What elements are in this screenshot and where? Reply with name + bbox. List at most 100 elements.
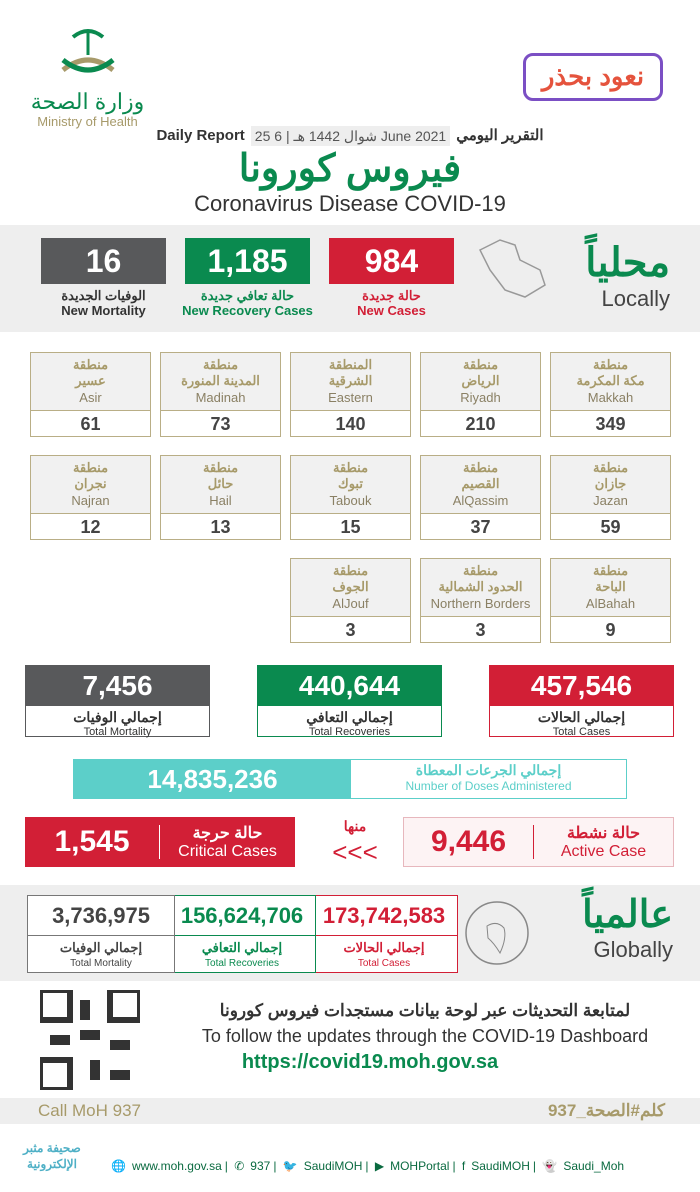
region-card: منطقة الحدود الشمالية Northern Borders 3 bbox=[420, 558, 541, 643]
critical-case-panel: 1,545 حالة حرجة Critical Cases bbox=[25, 817, 295, 867]
region-cases-value: 37 bbox=[470, 517, 491, 537]
region-name-en: AlQassim bbox=[452, 493, 509, 508]
total-cases-value: 457,546 bbox=[490, 666, 673, 706]
region-name-en: Madinah bbox=[195, 390, 246, 405]
footer-phone[interactable]: 937 bbox=[250, 1159, 271, 1173]
total-cases: 457,546 إجمالي الحالات Total Cases bbox=[489, 665, 674, 738]
total-recoveries: 440,644 إجمالي التعافي Total Recoveries bbox=[257, 665, 442, 738]
critical-case-en: Critical Cases bbox=[178, 843, 277, 860]
region-prefix: منطقة bbox=[462, 357, 499, 372]
region-header: منطقة مكة المكرمة Makkah bbox=[551, 353, 670, 411]
region-prefix: منطقة bbox=[202, 460, 239, 475]
total-mortality: 7,456 إجمالي الوفيات Total Mortality bbox=[25, 665, 210, 738]
region-card: منطقة الجوف AlJouf 3 bbox=[290, 558, 411, 643]
twitter-icon: 🐦 bbox=[282, 1159, 298, 1173]
globe-small-icon: 🌐 bbox=[111, 1159, 126, 1173]
region-card: منطقة الرياض Riyadh 210 bbox=[420, 352, 541, 437]
active-case-label: حالة نشطة Active Case bbox=[534, 823, 673, 861]
footer-facebook[interactable]: SaudiMOH bbox=[471, 1159, 530, 1173]
facebook-icon: f bbox=[461, 1159, 466, 1173]
critical-case-value: 1,545 bbox=[25, 825, 160, 859]
phone-icon: ✆ bbox=[234, 1159, 245, 1173]
footer-twitter[interactable]: SaudiMOH bbox=[303, 1159, 363, 1173]
moh-logo: وزارة الصحة Ministry of Health bbox=[30, 25, 145, 129]
new-mortality-ar: الوفيات الجديدة bbox=[61, 288, 146, 303]
total-recoveries-ar: إجمالي التعافي bbox=[306, 709, 393, 725]
globally-label: عالمياً Globally bbox=[545, 893, 673, 963]
region-name-ar: تبوك bbox=[338, 476, 363, 491]
total-mortality-value: 7,456 bbox=[26, 666, 209, 706]
region-header: منطقة الجوف AlJouf bbox=[291, 559, 410, 617]
report-label-ar: التقرير اليومي bbox=[456, 127, 544, 144]
global-mortality-value: 3,736,975 bbox=[28, 896, 174, 936]
region-name-ar: الحدود الشمالية bbox=[438, 579, 523, 594]
qr-code-icon[interactable] bbox=[40, 990, 140, 1090]
region-name-en: Najran bbox=[71, 493, 110, 508]
region-prefix: منطقة bbox=[72, 460, 109, 475]
dashboard-link[interactable]: https://covid19.moh.gov.sa bbox=[241, 1051, 499, 1073]
region-name-ar: نجران bbox=[74, 476, 107, 491]
doses-label: إجمالي الجرعات المعطاة Number of Doses A… bbox=[351, 760, 626, 798]
region-header: منطقة الحدود الشمالية Northern Borders bbox=[421, 559, 540, 617]
footer-snapchat[interactable]: Saudi_Moh bbox=[563, 1159, 625, 1173]
global-cases-ar: إجمالي الحالات bbox=[343, 940, 425, 955]
global-total-mortality: 3,736,975 إجمالي الوفيات Total Mortality bbox=[27, 895, 175, 973]
globally-label-en: Globally bbox=[593, 937, 673, 962]
saudi-map-icon bbox=[478, 239, 546, 298]
palm-swords-icon bbox=[60, 29, 115, 73]
new-recovery-label: حالة تعافي جديدة New Recovery Cases bbox=[170, 288, 325, 318]
region-cases-value: 59 bbox=[600, 517, 621, 537]
globally-label-ar: عالمياً bbox=[582, 894, 673, 936]
region-name-ar: المدينة المنورة bbox=[181, 373, 260, 388]
title-en: Coronavirus Disease COVID-19 bbox=[194, 191, 506, 216]
footer-youtube[interactable]: MOHPortal bbox=[390, 1159, 450, 1173]
region-header: منطقة عسير Asir bbox=[31, 353, 150, 411]
global-cases-value: 173,742,583 bbox=[311, 896, 457, 936]
region-header: منطقة جازان Jazan bbox=[551, 456, 670, 514]
report-label-en: Daily Report bbox=[156, 127, 245, 144]
doses-value: 14,835,236 bbox=[74, 760, 351, 798]
region-name-ar: مكة المكرمة bbox=[576, 373, 645, 388]
globe-icon bbox=[465, 901, 529, 965]
region-card: منطقة تبوك Tabouk 15 bbox=[290, 455, 411, 540]
region-name-ar: عسير bbox=[75, 373, 106, 388]
global-cases-en: Total Cases bbox=[357, 958, 411, 969]
global-mortality-ar: إجمالي الوفيات bbox=[59, 940, 143, 955]
doses-panel: 14,835,236 إجمالي الجرعات المعطاة Number… bbox=[73, 759, 627, 799]
region-name-en: Eastern bbox=[328, 390, 373, 405]
region-prefix: منطقة bbox=[462, 563, 499, 578]
new-mortality-label: الوفيات الجديدة New Mortality bbox=[41, 288, 166, 318]
region-prefix: منطقة bbox=[332, 563, 369, 578]
locally-label-ar: محلياً bbox=[585, 241, 670, 285]
new-cases-ar: حالة جديدة bbox=[362, 288, 421, 303]
region-card: منطقة نجران Najran 12 bbox=[30, 455, 151, 540]
region-cases-value: 3 bbox=[475, 620, 486, 640]
region-name-en: AlBahah bbox=[585, 596, 636, 611]
region-name-en: Asir bbox=[79, 390, 102, 405]
region-card: منطقة مكة المكرمة Makkah 349 bbox=[550, 352, 671, 437]
footer-website[interactable]: www.moh.gov.sa bbox=[131, 1159, 222, 1173]
new-recovery-en: New Recovery Cases bbox=[182, 303, 313, 318]
call-moh-en: Call MoH 937 bbox=[38, 1101, 141, 1120]
total-recoveries-value: 440,644 bbox=[258, 666, 441, 706]
snapchat-icon: 👻 bbox=[542, 1159, 558, 1173]
region-cases-value: 61 bbox=[80, 414, 101, 434]
doses-en: Number of Doses Administered bbox=[405, 779, 572, 793]
region-prefix: منطقة bbox=[332, 460, 369, 475]
region-name-ar: الباحة bbox=[595, 579, 626, 594]
footer-links: 🌐 www.moh.gov.sa | ✆ 937 | 🐦 SaudiMOH | ▶ MOHPo… bbox=[111, 1159, 625, 1173]
region-card: منطقة عسير Asir 61 bbox=[30, 352, 151, 437]
total-mortality-ar: إجمالي الوفيات bbox=[73, 709, 162, 725]
dashboard-text-en: To follow the updates through the COVID-… bbox=[201, 1026, 649, 1046]
global-mortality-en: Total Mortality bbox=[70, 958, 132, 969]
global-recoveries-value: 156,624,706 bbox=[169, 896, 315, 936]
region-name-en: Makkah bbox=[587, 390, 634, 405]
region-header: منطقة الرياض Riyadh bbox=[421, 353, 540, 411]
region-name-en: Northern Borders bbox=[430, 596, 531, 611]
locally-label-en: Locally bbox=[601, 286, 670, 311]
ministry-name-en: Ministry of Health bbox=[37, 114, 138, 129]
region-card: منطقة جازان Jazan 59 bbox=[550, 455, 671, 540]
arrows-icon: <<< bbox=[332, 837, 378, 867]
region-header: منطقة تبوك Tabouk bbox=[291, 456, 410, 514]
new-mortality-value: 16 bbox=[41, 238, 166, 284]
